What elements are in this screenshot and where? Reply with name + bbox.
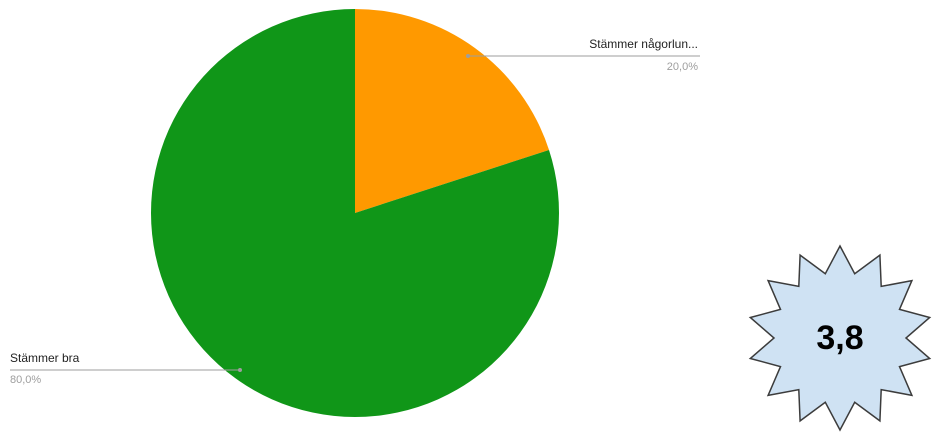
burst-polygon xyxy=(748,244,932,432)
leader-dot-1 xyxy=(466,54,470,58)
slice-label-2: Stämmer bra xyxy=(10,351,80,365)
slice-label-1: Stämmer någorlun... xyxy=(589,37,698,51)
leader-dot-2 xyxy=(238,368,242,372)
slice-value-label-1: 20,0% xyxy=(667,61,698,73)
pie-slice-1 xyxy=(355,9,550,213)
star-burst-shape xyxy=(748,244,932,432)
score-badge: 3,8 xyxy=(745,240,932,436)
pie-slice-2 xyxy=(150,9,560,418)
slice-value-label-2: 80,0% xyxy=(10,374,41,386)
score-value: 3,8 xyxy=(816,319,864,357)
